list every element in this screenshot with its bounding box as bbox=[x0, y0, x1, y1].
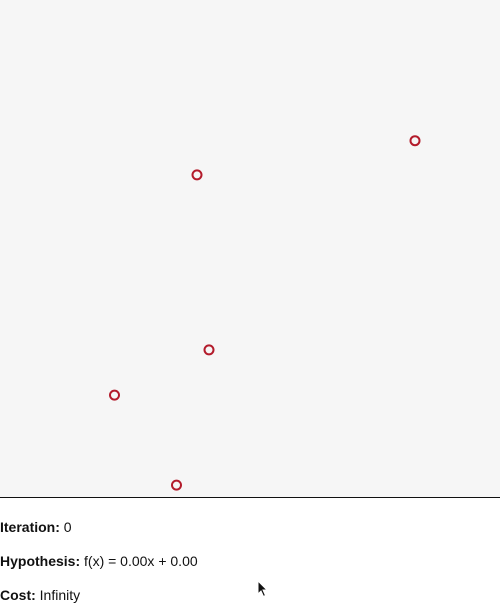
data-point-5 bbox=[171, 479, 182, 491]
cost-readout: Cost: Infinity bbox=[0, 586, 80, 604]
data-point-1 bbox=[409, 135, 421, 147]
hypothesis-value: f(x) = 0.00x + 0.00 bbox=[84, 553, 198, 569]
data-point-2 bbox=[191, 169, 203, 181]
hypothesis-readout: Hypothesis: f(x) = 0.00x + 0.00 bbox=[0, 552, 198, 570]
mouse-cursor-icon bbox=[257, 580, 269, 598]
cost-value: Infinity bbox=[39, 587, 81, 603]
cost-label: Cost: bbox=[0, 587, 36, 603]
iteration-label: Iteration: bbox=[0, 519, 60, 535]
data-point-3 bbox=[203, 344, 215, 356]
iteration-readout: Iteration: 0 bbox=[0, 518, 72, 536]
data-point-4 bbox=[109, 389, 120, 401]
plot-canvas[interactable] bbox=[0, 0, 500, 498]
scatter-plot[interactable] bbox=[0, 0, 500, 497]
hypothesis-label: Hypothesis: bbox=[0, 553, 81, 569]
iteration-value: 0 bbox=[63, 519, 72, 535]
